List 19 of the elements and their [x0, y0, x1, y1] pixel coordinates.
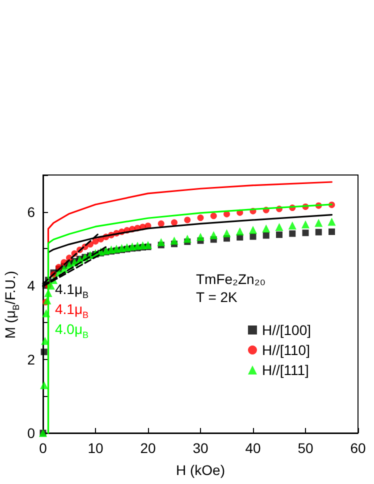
x-tick-label: 20 [140, 440, 156, 456]
legend-label: H//[111] [262, 362, 309, 378]
annotation: 4.0μ$_{B}$ [55, 320, 89, 342]
x-tick-label: 60 [350, 440, 366, 456]
x-axis-title: H (kOe) [176, 462, 225, 478]
legend-title: TmFe₂Zn₂₀ T = 2K [196, 270, 266, 306]
y-tick-label: 6 [27, 204, 36, 220]
x-tick-label: 30 [192, 440, 208, 456]
annotation: 4.1μ$_{B}$ [55, 300, 89, 322]
y-tick-label: 2 [27, 351, 36, 368]
y-tick-label: 0 [27, 425, 36, 441]
y-tick-label: 4 [27, 278, 36, 294]
legend-label: H//[100] [262, 322, 312, 338]
legend-label: H//[110] [262, 342, 310, 358]
x-tick-label: 50 [298, 440, 314, 456]
x-tick-label: 10 [88, 440, 104, 456]
annotation: 4.1μ$_{B}$ [55, 280, 89, 302]
x-tick-label: 40 [245, 440, 261, 456]
x-tick-label: 0 [39, 440, 48, 456]
